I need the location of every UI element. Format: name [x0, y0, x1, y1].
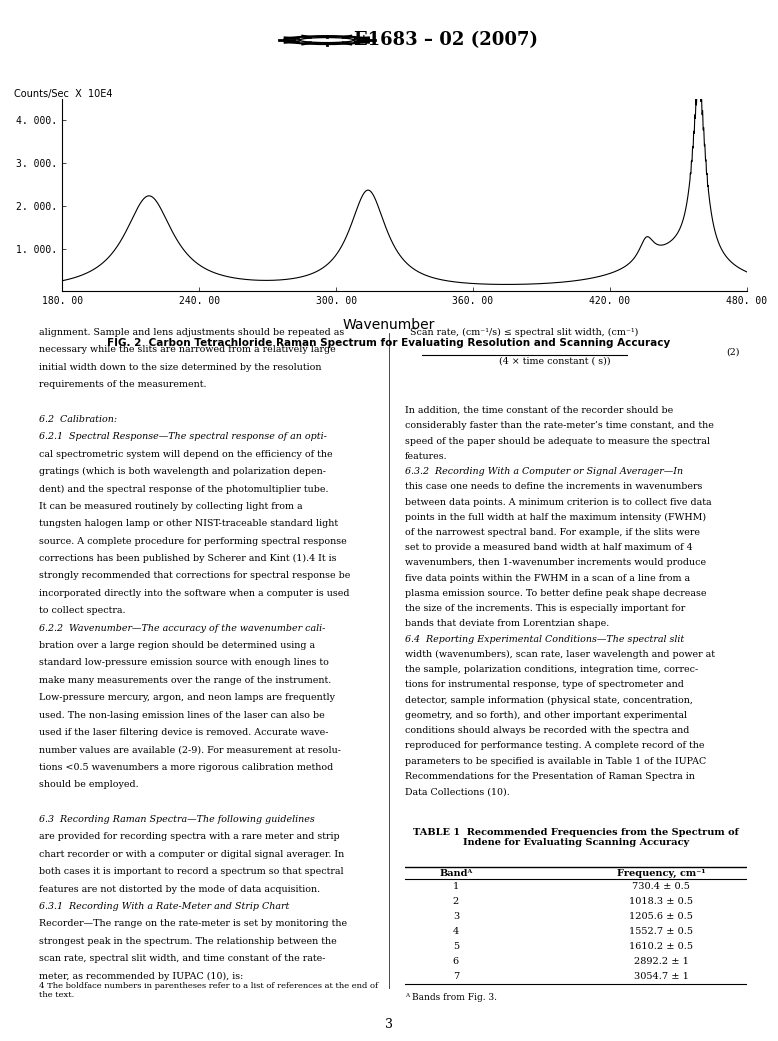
Text: features.: features. — [405, 452, 447, 461]
Text: are provided for recording spectra with a rare meter and strip: are provided for recording spectra with … — [39, 833, 339, 841]
Text: 6.2  Calibration:: 6.2 Calibration: — [39, 415, 117, 424]
Text: 1018.3 ± 0.5: 1018.3 ± 0.5 — [629, 897, 693, 906]
Text: strongly recommended that corrections for spectral response be: strongly recommended that corrections fo… — [39, 572, 350, 581]
Text: of the narrowest spectral band. For example, if the slits were: of the narrowest spectral band. For exam… — [405, 528, 699, 537]
Text: Recorder—The range on the rate-meter is set by monitoring the: Recorder—The range on the rate-meter is … — [39, 919, 347, 929]
Text: plasma emission source. To better define peak shape decrease: plasma emission source. To better define… — [405, 589, 706, 598]
Text: 4: 4 — [453, 928, 459, 936]
Text: alignment. Sample and lens adjustments should be repeated as: alignment. Sample and lens adjustments s… — [39, 328, 344, 337]
Text: features are not distorted by the mode of data acquisition.: features are not distorted by the mode o… — [39, 885, 320, 893]
Text: considerably faster than the rate-meter’s time constant, and the: considerably faster than the rate-meter’… — [405, 422, 713, 430]
Text: 6.2.1  Spectral Response—The spectral response of an opti-: 6.2.1 Spectral Response—The spectral res… — [39, 432, 327, 441]
Text: 4 The boldface numbers in parentheses refer to a list of references at the end o: 4 The boldface numbers in parentheses re… — [39, 982, 378, 999]
Text: speed of the paper should be adequate to measure the spectral: speed of the paper should be adequate to… — [405, 436, 710, 446]
Text: requirements of the measurement.: requirements of the measurement. — [39, 380, 206, 389]
Text: geometry, and so forth), and other important experimental: geometry, and so forth), and other impor… — [405, 711, 687, 720]
Text: used. The non-lasing emission lines of the laser can also be: used. The non-lasing emission lines of t… — [39, 711, 324, 719]
Text: (4 × time constant ( s)): (4 × time constant ( s)) — [439, 357, 610, 366]
Text: points in the full width at half the maximum intensity (FWHM): points in the full width at half the max… — [405, 513, 706, 522]
Text: 6.2.2  Wavenumber—The accuracy of the wavenumber cali-: 6.2.2 Wavenumber—The accuracy of the wav… — [39, 624, 325, 633]
Text: 2: 2 — [453, 897, 459, 906]
Text: the sample, polarization conditions, integration time, correc-: the sample, polarization conditions, int… — [405, 665, 698, 675]
Text: the size of the increments. This is especially important for: the size of the increments. This is espe… — [405, 604, 685, 613]
Text: Counts/Sec  X  10E4: Counts/Sec X 10E4 — [14, 90, 113, 99]
Text: 1: 1 — [453, 882, 459, 891]
Text: strongest peak in the spectrum. The relationship between the: strongest peak in the spectrum. The rela… — [39, 937, 337, 946]
Text: tungsten halogen lamp or other NIST-traceable standard light: tungsten halogen lamp or other NIST-trac… — [39, 519, 338, 528]
Text: tions <0.5 wavenumbers a more rigorous calibration method: tions <0.5 wavenumbers a more rigorous c… — [39, 763, 333, 771]
Text: chart recorder or with a computer or digital signal averager. In: chart recorder or with a computer or dig… — [39, 849, 344, 859]
Text: E1683 – 02 (2007): E1683 – 02 (2007) — [354, 31, 538, 49]
Text: 3: 3 — [385, 1018, 393, 1031]
Text: wavenumbers, then 1-wavenumber increments would produce: wavenumbers, then 1-wavenumber increment… — [405, 558, 706, 567]
Text: It can be measured routinely by collecting light from a: It can be measured routinely by collecti… — [39, 502, 303, 511]
Text: Wavenumber: Wavenumber — [343, 318, 435, 331]
Text: Low-pressure mercury, argon, and neon lamps are frequently: Low-pressure mercury, argon, and neon la… — [39, 693, 335, 703]
Text: tions for instrumental response, type of spectrometer and: tions for instrumental response, type of… — [405, 681, 683, 689]
Text: 6: 6 — [453, 958, 459, 966]
Text: initial width down to the size determined by the resolution: initial width down to the size determine… — [39, 362, 321, 372]
Text: parameters to be specified is available in Table 1 of the IUPAC: parameters to be specified is available … — [405, 757, 706, 765]
Text: used if the laser filtering device is removed. Accurate wave-: used if the laser filtering device is re… — [39, 728, 328, 737]
Text: 730.4 ± 0.5: 730.4 ± 0.5 — [633, 882, 690, 891]
Text: necessary while the slits are narrowed from a relatively large: necessary while the slits are narrowed f… — [39, 346, 335, 354]
Text: detector, sample information (physical state, concentration,: detector, sample information (physical s… — [405, 695, 692, 705]
Text: 1205.6 ± 0.5: 1205.6 ± 0.5 — [629, 912, 693, 921]
Text: gratings (which is both wavelength and polarization depen-: gratings (which is both wavelength and p… — [39, 467, 326, 476]
Text: Scan rate, (cm⁻¹/s) ≤ spectral slit width, (cm⁻¹): Scan rate, (cm⁻¹/s) ≤ spectral slit widt… — [410, 328, 639, 337]
Text: bration over a large region should be determined using a: bration over a large region should be de… — [39, 641, 315, 650]
Text: this case one needs to define the increments in wavenumbers: this case one needs to define the increm… — [405, 482, 702, 491]
Text: source. A complete procedure for performing spectral response: source. A complete procedure for perform… — [39, 537, 347, 545]
Text: 6.4  Reporting Experimental Conditions—The spectral slit: 6.4 Reporting Experimental Conditions—Th… — [405, 635, 684, 643]
Text: bands that deviate from Lorentzian shape.: bands that deviate from Lorentzian shape… — [405, 619, 609, 629]
Text: 6.3.2  Recording With a Computer or Signal Averager—In: 6.3.2 Recording With a Computer or Signa… — [405, 467, 682, 476]
Text: 3054.7 ± 1: 3054.7 ± 1 — [634, 972, 689, 982]
Text: 3: 3 — [453, 912, 459, 921]
Text: between data points. A minimum criterion is to collect five data: between data points. A minimum criterion… — [405, 498, 711, 507]
Text: set to provide a measured band width at half maximum of 4: set to provide a measured band width at … — [405, 543, 692, 552]
Text: 7: 7 — [453, 972, 459, 982]
Text: Recommendations for the Presentation of Raman Spectra in: Recommendations for the Presentation of … — [405, 771, 695, 781]
Text: conditions should always be recorded with the spectra and: conditions should always be recorded wit… — [405, 727, 689, 735]
Text: 2892.2 ± 1: 2892.2 ± 1 — [634, 958, 689, 966]
Text: 1552.7 ± 0.5: 1552.7 ± 0.5 — [629, 928, 693, 936]
Text: standard low-pressure emission source with enough lines to: standard low-pressure emission source wi… — [39, 658, 329, 667]
Text: number values are available (2-9). For measurement at resolu-: number values are available (2-9). For m… — [39, 745, 341, 755]
Text: five data points within the FWHM in a scan of a line from a: five data points within the FWHM in a sc… — [405, 574, 689, 583]
Text: 5: 5 — [453, 942, 459, 951]
Text: dent) and the spectral response of the photomultiplier tube.: dent) and the spectral response of the p… — [39, 484, 328, 493]
Text: ᴬ Bands from Fig. 3.: ᴬ Bands from Fig. 3. — [405, 993, 496, 1002]
Text: corrections has been published by Scherer and Kint (1).4 It is: corrections has been published by Schere… — [39, 554, 336, 563]
Text: scan rate, spectral slit width, and time constant of the rate-: scan rate, spectral slit width, and time… — [39, 955, 325, 963]
Text: Data Collections (10).: Data Collections (10). — [405, 787, 510, 796]
Text: cal spectrometric system will depend on the efficiency of the: cal spectrometric system will depend on … — [39, 450, 332, 459]
Text: width (wavenumbers), scan rate, laser wavelength and power at: width (wavenumbers), scan rate, laser wa… — [405, 650, 714, 659]
Text: In addition, the time constant of the recorder should be: In addition, the time constant of the re… — [405, 406, 673, 415]
Text: incorporated directly into the software when a computer is used: incorporated directly into the software … — [39, 589, 349, 598]
Text: Bandᴬ: Bandᴬ — [440, 868, 472, 878]
Text: FIG. 2  Carbon Tetrachloride Raman Spectrum for Evaluating Resolution and Scanni: FIG. 2 Carbon Tetrachloride Raman Spectr… — [107, 338, 671, 349]
Text: Frequency, cm⁻¹: Frequency, cm⁻¹ — [617, 868, 706, 878]
Text: meter, as recommended by IUPAC (10), is:: meter, as recommended by IUPAC (10), is: — [39, 971, 244, 981]
Text: to collect spectra.: to collect spectra. — [39, 606, 125, 615]
Text: should be employed.: should be employed. — [39, 780, 138, 789]
Text: TABLE 1  Recommended Frequencies from the Spectrum of
Indene for Evaluating Scan: TABLE 1 Recommended Frequencies from the… — [413, 828, 738, 847]
Text: reproduced for performance testing. A complete record of the: reproduced for performance testing. A co… — [405, 741, 704, 751]
Text: 1610.2 ± 0.5: 1610.2 ± 0.5 — [629, 942, 693, 951]
Text: both cases it is important to record a spectrum so that spectral: both cases it is important to record a s… — [39, 867, 344, 877]
Text: make many measurements over the range of the instrument.: make many measurements over the range of… — [39, 676, 331, 685]
Text: 6.3.1  Recording With a Rate-Meter and Strip Chart: 6.3.1 Recording With a Rate-Meter and St… — [39, 902, 289, 911]
Text: 6.3  Recording Raman Spectra—The following guidelines: 6.3 Recording Raman Spectra—The followin… — [39, 815, 314, 824]
Text: (2): (2) — [727, 348, 740, 357]
